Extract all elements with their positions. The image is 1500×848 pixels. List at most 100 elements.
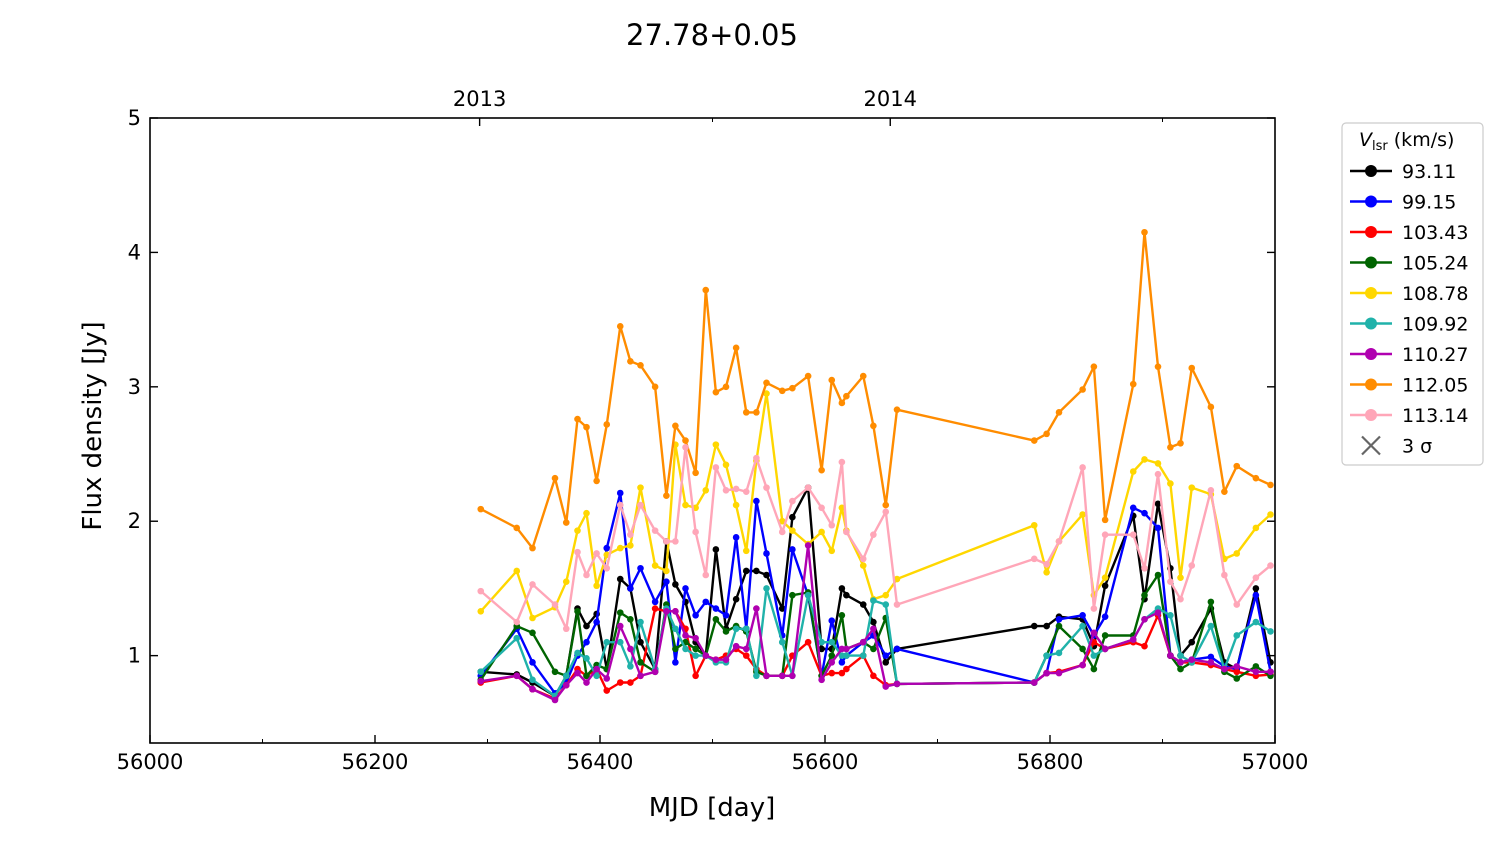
legend-item: 109.92 <box>1350 314 1468 336</box>
data-point <box>574 527 581 534</box>
data-point <box>663 538 670 545</box>
legend-marker <box>1365 409 1377 421</box>
legend-label: 93.11 <box>1402 161 1456 183</box>
data-point <box>712 464 720 471</box>
data-point <box>1141 591 1148 599</box>
data-point <box>804 591 812 599</box>
data-point <box>1233 663 1241 670</box>
data-point <box>1188 484 1196 491</box>
data-point <box>627 616 634 623</box>
data-point <box>1188 638 1196 646</box>
data-point <box>1207 487 1215 494</box>
y-axis-label: Flux density [Jy] <box>78 321 108 530</box>
data-point <box>1030 679 1038 686</box>
data-point <box>1090 652 1098 659</box>
data-point <box>616 638 624 646</box>
data-point <box>692 612 699 619</box>
series-line <box>480 486 1272 698</box>
series-112.05 <box>477 228 1274 552</box>
data-point <box>732 642 740 650</box>
data-point <box>763 672 770 680</box>
data-point <box>712 441 720 448</box>
x-axis-label: MJD [day] <box>649 793 776 823</box>
data-point <box>763 379 770 387</box>
data-point <box>583 679 590 686</box>
data-point <box>1154 363 1162 370</box>
data-point <box>1177 659 1184 666</box>
data-point <box>1177 665 1184 673</box>
legend-title: Vlsr (km/s) <box>1359 129 1454 154</box>
data-point <box>753 497 760 505</box>
data-point <box>1129 504 1137 512</box>
series-line <box>480 607 1271 700</box>
data-point <box>882 601 890 608</box>
data-point <box>583 571 590 579</box>
data-point <box>1188 364 1196 372</box>
data-point <box>818 638 825 646</box>
data-point <box>1221 665 1228 673</box>
data-point <box>1079 612 1086 619</box>
data-point <box>1267 628 1274 635</box>
data-point <box>1129 636 1137 643</box>
series-line <box>480 544 1271 702</box>
data-point <box>702 571 710 579</box>
data-point <box>1177 439 1184 447</box>
legend-label: 109.92 <box>1402 314 1468 336</box>
data-point <box>529 676 536 684</box>
data-point <box>627 542 634 549</box>
data-point <box>651 383 659 391</box>
data-point <box>551 601 559 608</box>
data-point <box>1055 616 1063 623</box>
data-point <box>637 638 644 646</box>
data-point <box>859 555 867 563</box>
data-point <box>616 609 624 616</box>
data-point <box>1043 669 1050 677</box>
data-point <box>529 659 536 666</box>
data-point <box>1177 574 1184 581</box>
data-point <box>692 652 699 659</box>
data-point <box>513 634 521 642</box>
data-point <box>742 645 750 653</box>
legend-item: 99.15 <box>1350 192 1456 214</box>
legend-label: 112.05 <box>1402 375 1468 397</box>
data-point <box>1167 480 1174 487</box>
legend-item: 108.78 <box>1350 283 1468 305</box>
data-point <box>778 517 786 525</box>
data-point <box>682 501 689 509</box>
data-point <box>1252 668 1260 676</box>
data-point <box>722 656 730 663</box>
data-point <box>859 652 867 659</box>
data-point <box>663 607 670 615</box>
data-point <box>828 547 836 555</box>
data-point <box>477 607 485 615</box>
data-point <box>1221 571 1228 579</box>
data-point <box>1267 511 1274 518</box>
data-point <box>1252 663 1260 670</box>
legend-item: 113.14 <box>1350 405 1468 427</box>
x-tick-label: 56200 <box>342 750 409 774</box>
data-point <box>742 652 750 659</box>
data-point <box>513 567 521 575</box>
data-point <box>828 521 836 529</box>
top-tick-label: 2014 <box>864 87 917 111</box>
data-point <box>712 656 720 663</box>
data-point <box>562 625 570 633</box>
data-point <box>1188 656 1196 663</box>
data-point <box>1101 531 1109 538</box>
data-point <box>1177 595 1184 603</box>
data-point <box>583 423 590 431</box>
data-point <box>593 582 600 590</box>
data-point <box>672 538 679 545</box>
data-point <box>870 645 877 653</box>
x-tick-label: 56000 <box>117 750 184 774</box>
data-point <box>882 683 890 690</box>
data-point <box>1090 629 1098 637</box>
data-point <box>838 669 846 677</box>
data-point <box>672 422 679 430</box>
data-point <box>1129 531 1137 538</box>
data-point <box>753 567 760 575</box>
data-point <box>562 519 570 526</box>
data-point <box>551 696 559 704</box>
data-point <box>818 645 825 653</box>
data-point <box>1252 524 1260 532</box>
